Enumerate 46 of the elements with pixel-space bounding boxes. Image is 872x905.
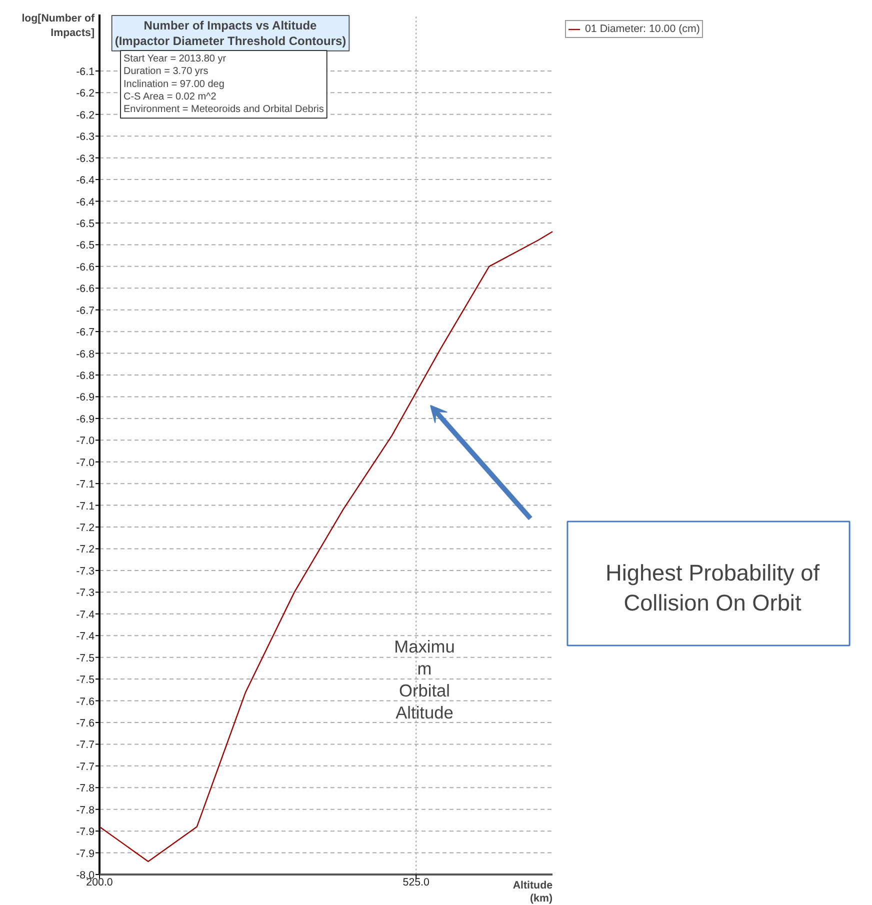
y-tick-label: -6.9 <box>76 413 95 426</box>
y-tick-label: -6.4 <box>76 196 95 208</box>
y-tick-label: -6.3 <box>76 131 95 144</box>
y-tick-label: -6.6 <box>76 283 95 296</box>
y-tick-label: -7.6 <box>76 696 95 708</box>
y-tick-label: -6.9 <box>76 392 95 404</box>
y-tick-label: -6.8 <box>76 370 95 382</box>
y-tick-label: -7.0 <box>76 435 95 448</box>
y-tick-label: -7.4 <box>76 608 95 621</box>
y-tick-label: -6.4 <box>76 174 95 187</box>
y-axis-title: log[Number of Impacts] <box>22 12 95 39</box>
y-tick-label: -7.9 <box>76 826 95 838</box>
y-tick-label: -7.7 <box>76 739 95 752</box>
y-tick-label: -7.2 <box>76 522 95 534</box>
y-tick-label: -6.5 <box>76 218 95 230</box>
y-tick-label: -7.2 <box>76 544 95 556</box>
y-tick-label: -7.5 <box>76 674 95 686</box>
y-tick-label: -7.4 <box>76 630 95 643</box>
y-tick-label: -6.1 <box>76 66 95 78</box>
y-tick-label: -7.6 <box>76 717 95 730</box>
text: Number of Impacts vs Altitude (Impactor Diameter Threshold Contours) <box>114 18 346 48</box>
y-tick-label: -6.2 <box>76 109 95 122</box>
y-tick-label: -7.1 <box>76 500 95 512</box>
x-tick-label: 525.0 <box>402 876 430 888</box>
y-tick-label: -7.9 <box>76 848 95 860</box>
y-tick-label: -6.2 <box>76 88 95 100</box>
y-tick-label: -6.3 <box>76 152 95 165</box>
annotation: Maximu m Orbital Altitude <box>394 636 455 722</box>
y-tick-label: -7.3 <box>76 565 95 578</box>
y-tick-label: -7.0 <box>76 456 95 469</box>
annotation: Start Year = 2013.80 yr Duration = 3.70 yrs Inclination = 97.00 deg C-S Area = 0.02 m^2 Environment = Meteoroids and Orbital Debris <box>124 54 324 116</box>
y-tick-label: -6.8 <box>76 348 95 360</box>
line-series <box>98 231 554 862</box>
y-tick-label: -7.3 <box>76 587 95 600</box>
y-tick-label: -6.5 <box>76 240 95 252</box>
y-tick-label: -7.1 <box>76 478 95 491</box>
y-tick-label: -6.7 <box>76 326 95 339</box>
y-tick-label: -7.8 <box>76 804 95 816</box>
legend-label: 01 Diameter: 10.00 (cm) <box>585 23 700 35</box>
text: Highest Probability of Collision On Orbit <box>605 560 820 616</box>
y-tick-label: -6.6 <box>76 261 95 274</box>
x-axis-title: Altitude (km) <box>512 880 553 905</box>
y-tick-label: -7.7 <box>76 760 95 773</box>
y-tick-label: -6.7 <box>76 304 95 317</box>
y-tick-label: -7.5 <box>76 652 95 664</box>
y-tick-label: -7.8 <box>76 782 95 795</box>
